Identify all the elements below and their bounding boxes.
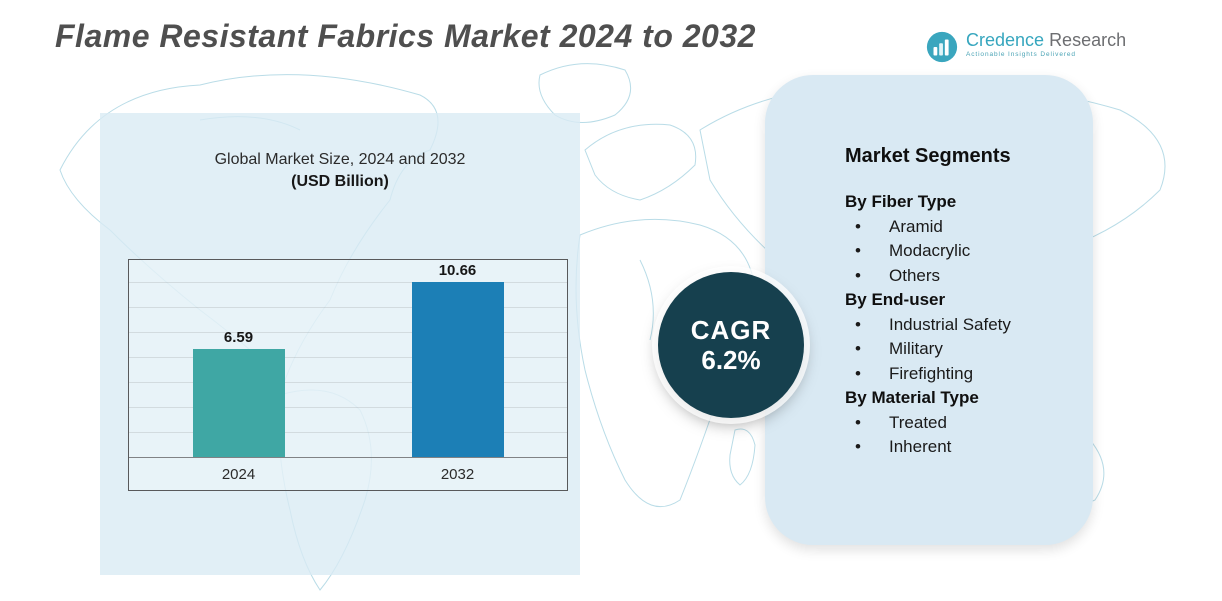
segment-heading-fiber-type: By Fiber Type xyxy=(845,192,957,211)
segment-heading-end-user: By End-user xyxy=(845,290,946,309)
bar-value-2032: 10.66 xyxy=(438,262,477,279)
logo-chart-icon xyxy=(925,30,959,69)
bar-2032 xyxy=(411,282,504,457)
bar-chart: 6.59 10.66 2024 2032 xyxy=(128,259,568,491)
bar-group-2024: 6.59 xyxy=(192,329,285,457)
chart-title: Global Market Size, 2024 and 2032 xyxy=(214,151,466,168)
cagr-label: CAGR xyxy=(690,315,772,345)
list-item: Firefighting xyxy=(845,362,1079,387)
page-title: Flame Resistant Fabrics Market 2024 to 2… xyxy=(55,18,756,54)
list-item: Aramid xyxy=(845,215,1079,240)
bar-2024 xyxy=(192,349,285,457)
bar-group-2032: 10.66 xyxy=(411,262,504,457)
segment-list-fiber-type: Aramid Modacrylic Others xyxy=(845,215,1079,289)
logo-text: Credence Research Actionable Insights De… xyxy=(966,30,1126,58)
list-item: Others xyxy=(845,264,1079,289)
x-label-2032: 2032 xyxy=(440,465,475,483)
x-axis-labels: 2024 2032 xyxy=(129,458,567,490)
segments-title: Market Segments xyxy=(845,145,1011,167)
logo-brand-secondary: Research xyxy=(1049,30,1127,50)
chart-subtitle: (USD Billion) xyxy=(291,173,389,190)
chart-plot: 6.59 10.66 xyxy=(129,260,567,458)
list-item: Treated xyxy=(845,411,1079,436)
credence-research-logo: Credence Research Actionable Insights De… xyxy=(925,30,1126,69)
segment-list-end-user: Industrial Safety Military Firefighting xyxy=(845,313,1079,387)
x-label-2024: 2024 xyxy=(221,465,256,483)
segment-heading-material-type: By Material Type xyxy=(845,388,979,407)
cagr-value: 6.2% xyxy=(701,345,761,375)
list-item: Modacrylic xyxy=(845,239,1079,264)
list-item: Military xyxy=(845,337,1079,362)
bar-value-2024: 6.59 xyxy=(223,329,254,346)
logo-tagline: Actionable Insights Delivered xyxy=(966,51,1076,58)
logo-brand-primary: Credence xyxy=(966,30,1045,50)
market-size-panel: Global Market Size, 2024 and 2032 (USD B… xyxy=(100,113,580,575)
market-segments-panel: Market Segments By Fiber Type Aramid Mod… xyxy=(765,75,1093,545)
list-item: Inherent xyxy=(845,435,1079,460)
cagr-badge: CAGR 6.2% xyxy=(658,272,804,418)
segment-list-material-type: Treated Inherent xyxy=(845,411,1079,460)
logo-brand: Credence Research xyxy=(966,30,1126,50)
list-item: Industrial Safety xyxy=(845,313,1079,338)
